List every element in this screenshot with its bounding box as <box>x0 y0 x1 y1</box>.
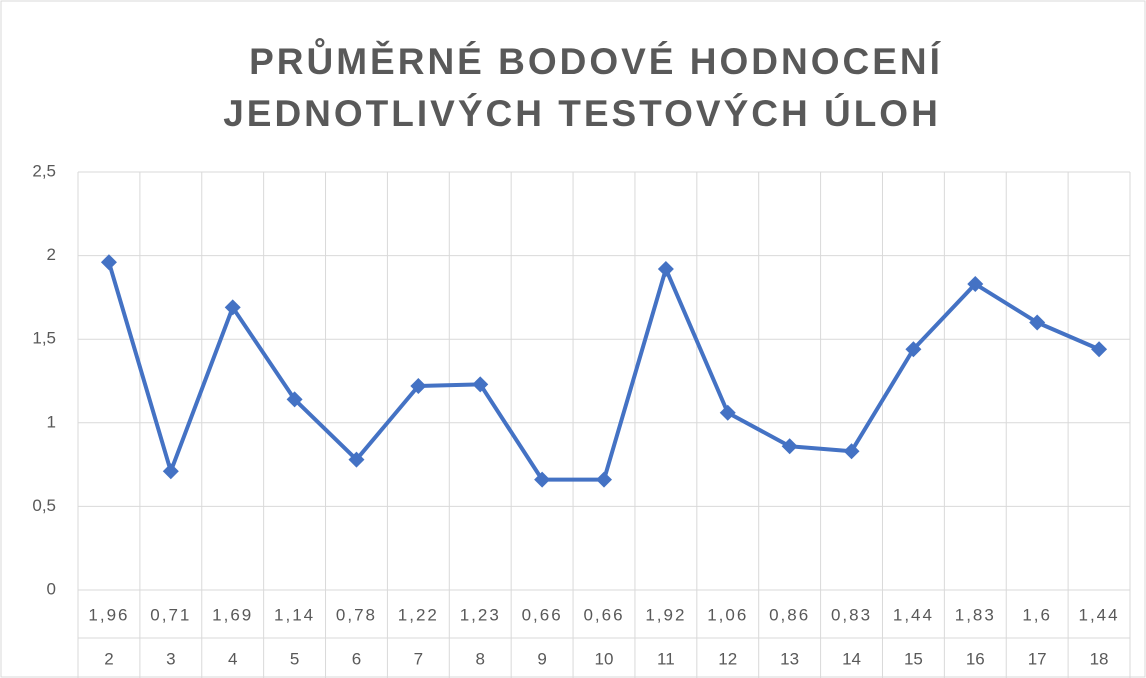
x-tick-label: 13 <box>780 649 799 668</box>
marker <box>286 391 303 408</box>
data-table-value: 1,6 <box>1022 605 1052 624</box>
data-table-value: 1,92 <box>645 605 686 624</box>
x-tick-label: 12 <box>718 649 737 668</box>
x-tick-label: 2 <box>104 649 113 668</box>
y-tick-label: 1 <box>47 412 56 431</box>
data-table-value: 1,44 <box>893 605 934 624</box>
marker <box>781 438 798 455</box>
marker <box>596 471 612 488</box>
chart-title: PRŮMĚRNÉ BODOVÉ HODNOCENÍ <box>249 37 943 82</box>
x-tick-label: 6 <box>352 649 361 668</box>
marker <box>162 463 179 480</box>
x-tick-label: 8 <box>476 649 485 668</box>
marker <box>905 341 922 358</box>
marker <box>1029 314 1046 331</box>
x-tick-label: 7 <box>414 649 423 668</box>
data-table-value: 1,69 <box>212 605 253 624</box>
x-tick-label: 5 <box>290 649 299 668</box>
data-table-value: 0,66 <box>583 605 624 624</box>
x-tick-label: 16 <box>966 649 985 668</box>
x-tick-label: 4 <box>228 649 237 668</box>
data-table-value: 0,78 <box>336 605 377 624</box>
marker <box>967 276 984 293</box>
y-tick-label: 0,5 <box>32 496 56 515</box>
data-table-value: 1,44 <box>1079 605 1120 624</box>
data-table-value: 0,66 <box>522 605 563 624</box>
x-tick-label: 17 <box>1028 649 1047 668</box>
x-tick-label: 15 <box>904 649 923 668</box>
data-table-value: 0,83 <box>831 605 872 624</box>
data-table-value: 1,22 <box>398 605 439 624</box>
marker <box>719 404 736 421</box>
marker <box>472 376 489 393</box>
marker <box>534 471 551 488</box>
marker <box>348 451 365 468</box>
data-table-value: 0,71 <box>150 605 191 624</box>
data-table-value: 1,14 <box>274 605 315 624</box>
y-tick-label: 1,5 <box>32 329 56 348</box>
x-tick-label: 9 <box>537 649 546 668</box>
y-tick-label: 2,5 <box>32 161 56 180</box>
marker <box>100 254 117 271</box>
data-table-value: 1,96 <box>88 605 129 624</box>
marker <box>410 378 427 395</box>
x-tick-label: 11 <box>657 649 675 668</box>
x-tick-label: 3 <box>166 649 175 668</box>
y-tick-label: 0 <box>47 579 56 598</box>
marker <box>657 260 674 277</box>
marker <box>1091 341 1108 358</box>
marker <box>843 443 860 460</box>
x-tick-label: 18 <box>1090 649 1109 668</box>
x-tick-label: 10 <box>595 649 614 668</box>
x-tick-label: 14 <box>842 649 861 668</box>
data-table-value: 1,06 <box>707 605 748 624</box>
y-tick-label: 2 <box>47 245 56 264</box>
marker <box>224 299 241 316</box>
data-table-value: 1,23 <box>460 605 501 624</box>
data-table-value: 0,86 <box>769 605 810 624</box>
data-table-value: 1,83 <box>955 605 996 624</box>
chart-title: JEDNOTLIVÝCH TESTOVÝCH ÚLOH <box>223 92 941 134</box>
